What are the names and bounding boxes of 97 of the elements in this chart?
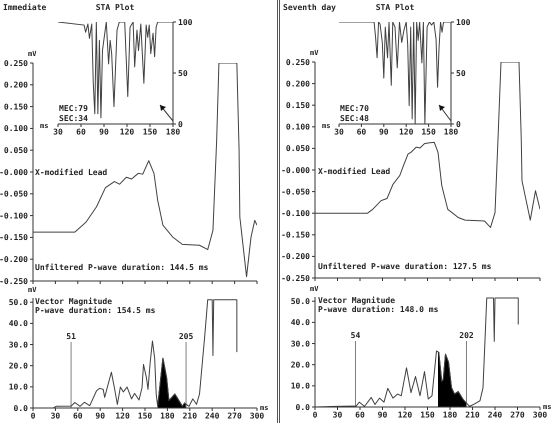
y-tick-label: 40.0 bbox=[8, 319, 28, 328]
y-tick-label: 50 bbox=[456, 68, 466, 78]
y-tick-label: 0 bbox=[456, 120, 461, 129]
x-tick-label: 90 bbox=[378, 128, 389, 137]
x-tick-label: 180 bbox=[160, 412, 175, 421]
annotation: X-modified Lead bbox=[318, 167, 390, 176]
chart-title: Seventh day bbox=[283, 3, 336, 12]
y-tick-label: 0.050 bbox=[286, 144, 310, 154]
y-tick-label: 0.150 bbox=[4, 102, 28, 112]
annotation: X-modified Lead bbox=[35, 168, 108, 177]
line-series bbox=[315, 62, 540, 228]
x-tick-label: 180 bbox=[166, 128, 180, 137]
y-tick-label: 20.0 bbox=[8, 362, 28, 371]
y-tick-label: 20.0 bbox=[290, 360, 310, 370]
x-tick-label: 240 bbox=[488, 410, 502, 420]
annotation: P-wave duration: 148.0 ms bbox=[318, 305, 438, 314]
y-tick-label: 0.150 bbox=[286, 101, 310, 110]
y-tick-label: 10.0 bbox=[290, 382, 310, 391]
x-tick-label: 210 bbox=[182, 412, 198, 421]
y-tick-label: 0.100 bbox=[4, 124, 28, 134]
y-tick-label: 0.0 bbox=[14, 404, 28, 413]
x-tick-label: 120 bbox=[120, 128, 134, 137]
y-tick-label: 100 bbox=[456, 18, 471, 27]
y-tick-label: 0.200 bbox=[4, 80, 28, 90]
x-tick-label: 0 bbox=[30, 412, 36, 421]
annotation: P-wave duration: 154.5 ms bbox=[35, 306, 156, 315]
ref-line-label: 205 bbox=[178, 332, 194, 341]
x-tick-label: 120 bbox=[115, 412, 130, 421]
x-tick-label: 180 bbox=[444, 128, 458, 137]
annotation: MEC:79 bbox=[59, 104, 88, 113]
x-tick-label: 60 bbox=[356, 128, 366, 137]
ref-line-label: 202 bbox=[459, 331, 474, 340]
x-tick-label: 270 bbox=[510, 410, 525, 420]
y-tick-label: -0.200 bbox=[281, 252, 310, 262]
x-tick-label: 90 bbox=[99, 128, 109, 137]
y-tick-label: 50 bbox=[178, 68, 188, 78]
y-tick-label: -0.250 bbox=[281, 274, 310, 283]
x-tick-label: 0 bbox=[312, 410, 318, 420]
y-tick-label: -0.150 bbox=[0, 233, 28, 242]
annotation: MEC:70 bbox=[340, 104, 369, 113]
y-tick-label: 0.0 bbox=[296, 402, 310, 412]
x-tick-label: 150 bbox=[421, 128, 436, 137]
y-tick-label: 30.0 bbox=[290, 339, 310, 348]
y-tick-label: -0.150 bbox=[281, 230, 310, 240]
y-tick-label: 50.0 bbox=[8, 298, 28, 308]
annotation: SEC:34 bbox=[59, 114, 88, 123]
x-tick-label: 90 bbox=[378, 410, 388, 420]
y-tick-label: 0.100 bbox=[286, 122, 310, 132]
y-tick-label: -0.000 bbox=[281, 166, 310, 175]
x-tick-label: 150 bbox=[142, 128, 158, 137]
ref-line-label: 54 bbox=[350, 331, 360, 340]
x-tick-label: 30 bbox=[50, 412, 60, 421]
x-tick-label: 120 bbox=[398, 410, 412, 420]
x-tick-label: 300 bbox=[250, 412, 264, 421]
y-tick-label: 0.250 bbox=[286, 58, 310, 67]
y-tick-label: -0.250 bbox=[0, 276, 28, 286]
x-tick-label: 240 bbox=[204, 412, 220, 421]
y-tick-label: -0.000 bbox=[0, 168, 28, 177]
x-tick-label: 150 bbox=[420, 410, 435, 420]
y-tick-label: 0.250 bbox=[4, 58, 28, 68]
annotation: Unfiltered P-wave duration: 144.5 ms bbox=[35, 263, 208, 272]
x-tick-label: 30 bbox=[53, 128, 63, 137]
y-tick-label: 0.050 bbox=[4, 146, 28, 156]
x-tick-label: 180 bbox=[442, 410, 458, 420]
x-tick-label: 270 bbox=[227, 412, 242, 421]
chart-title: STA Plot bbox=[96, 3, 134, 12]
x-tick-label: 210 bbox=[465, 410, 480, 420]
y-tick-label: 10.0 bbox=[8, 382, 28, 392]
y-tick-label: -0.200 bbox=[0, 255, 28, 264]
annotation: Unfiltered P-wave duration: 127.5 ms bbox=[318, 262, 492, 271]
x-tick-label: 60 bbox=[355, 410, 365, 420]
y-tick-label: 0 bbox=[178, 120, 183, 129]
chart-title: Immediate bbox=[3, 3, 46, 12]
x-tick-label: 30 bbox=[334, 128, 344, 137]
ref-line-label: 51 bbox=[66, 332, 76, 341]
y-tick-label: -0.100 bbox=[0, 211, 28, 220]
x-tick-label: 60 bbox=[72, 412, 83, 421]
chart-title: STA Plot bbox=[376, 3, 414, 12]
y-tick-label: 40.0 bbox=[290, 318, 310, 328]
y-tick-label: -0.100 bbox=[281, 209, 310, 218]
x-tick-label: 300 bbox=[532, 410, 548, 420]
y-tick-label: 50.0 bbox=[290, 297, 310, 306]
x-tick-label: 90 bbox=[95, 412, 106, 421]
line-series bbox=[339, 22, 451, 124]
line-series bbox=[33, 63, 257, 278]
y-tick-label: 0.200 bbox=[286, 79, 310, 88]
annotation: Vector Magnitude bbox=[318, 296, 396, 305]
x-tick-label: 120 bbox=[398, 128, 414, 137]
y-tick-label: 30.0 bbox=[8, 340, 28, 350]
x-tick-label: 150 bbox=[138, 412, 152, 421]
annotation: Vector Magnitude bbox=[35, 297, 112, 306]
y-tick-label: 100 bbox=[178, 18, 193, 27]
y-tick-label: -0.050 bbox=[0, 190, 28, 199]
x-tick-label: 60 bbox=[76, 128, 86, 137]
y-tick-label: -0.050 bbox=[281, 187, 310, 196]
x-tick-label: 30 bbox=[332, 410, 342, 420]
annotation: SEC:48 bbox=[340, 114, 369, 123]
